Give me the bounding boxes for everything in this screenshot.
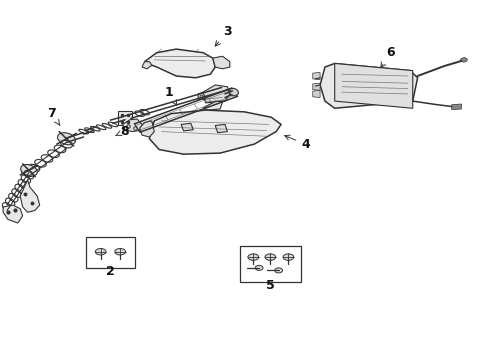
Ellipse shape: [283, 254, 293, 260]
Polygon shape: [20, 180, 40, 212]
Polygon shape: [312, 90, 320, 98]
Ellipse shape: [255, 265, 263, 270]
Polygon shape: [215, 125, 227, 133]
Text: 6: 6: [380, 46, 394, 67]
Ellipse shape: [20, 165, 37, 176]
Ellipse shape: [264, 254, 275, 260]
Polygon shape: [118, 111, 132, 126]
Polygon shape: [142, 62, 152, 69]
Polygon shape: [212, 56, 229, 69]
Polygon shape: [181, 123, 193, 131]
Polygon shape: [203, 101, 222, 110]
Ellipse shape: [58, 133, 75, 145]
Polygon shape: [149, 110, 281, 154]
Polygon shape: [144, 49, 215, 78]
Text: 1: 1: [164, 86, 176, 105]
Polygon shape: [198, 92, 205, 99]
Polygon shape: [320, 63, 417, 108]
Ellipse shape: [95, 248, 106, 255]
Polygon shape: [312, 83, 320, 90]
Polygon shape: [122, 119, 142, 132]
Polygon shape: [203, 85, 229, 103]
Text: 5: 5: [265, 279, 274, 292]
Bar: [86, 237, 135, 268]
Ellipse shape: [274, 268, 282, 273]
Polygon shape: [334, 63, 412, 108]
Ellipse shape: [460, 58, 467, 62]
Text: 2: 2: [106, 265, 115, 278]
Ellipse shape: [229, 88, 238, 96]
Ellipse shape: [115, 248, 125, 255]
Text: 7: 7: [47, 107, 60, 125]
Polygon shape: [3, 205, 22, 223]
Text: 8: 8: [115, 125, 129, 138]
Polygon shape: [451, 104, 461, 110]
Polygon shape: [140, 121, 154, 137]
Text: 4: 4: [284, 135, 309, 150]
Text: 3: 3: [215, 25, 231, 46]
Polygon shape: [312, 72, 320, 80]
Ellipse shape: [247, 254, 258, 260]
Bar: [239, 246, 300, 282]
